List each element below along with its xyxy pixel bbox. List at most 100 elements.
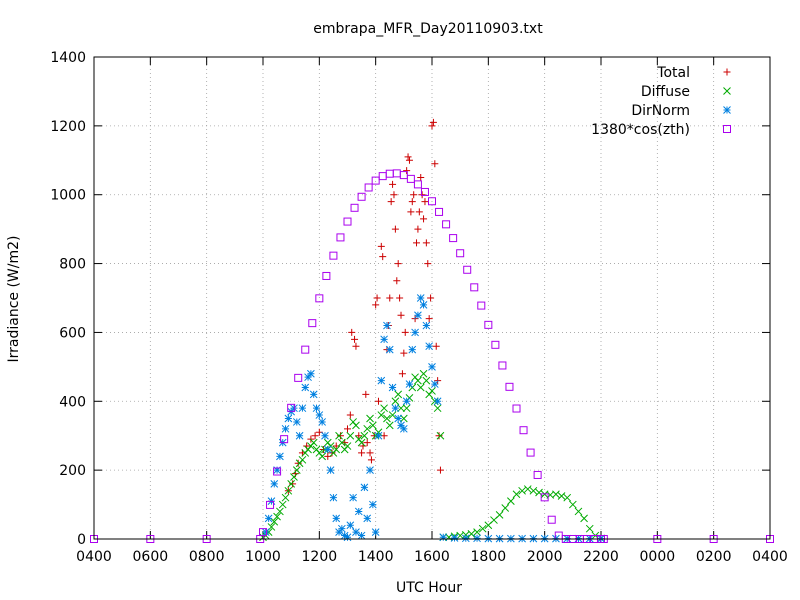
plot-series — [90, 118, 774, 543]
data-point — [374, 431, 383, 440]
data-point — [398, 370, 406, 378]
series-plus — [284, 118, 444, 495]
data-point — [284, 486, 293, 495]
data-point — [366, 466, 374, 474]
y-axis-label: Irradiance (W/m2) — [6, 236, 22, 363]
data-point — [396, 294, 404, 302]
data-point — [344, 425, 351, 433]
data-point — [301, 383, 310, 392]
chart-title: embrapa_MFR_Day20110903.txt — [313, 21, 543, 37]
legend-label: 1380*cos(zth) — [591, 122, 690, 138]
data-point — [383, 414, 391, 423]
data-point — [436, 466, 444, 474]
data-point — [357, 531, 366, 540]
data-point — [723, 125, 731, 133]
data-point — [326, 466, 335, 474]
data-point — [420, 215, 428, 223]
data-point — [391, 397, 400, 406]
data-point — [308, 319, 317, 328]
data-point — [270, 480, 279, 488]
x-tick-label: 0200 — [696, 549, 732, 565]
data-point — [491, 340, 500, 349]
data-point — [298, 455, 307, 464]
data-point — [292, 466, 301, 474]
data-point — [473, 528, 481, 536]
x-tick-label: 1200 — [302, 549, 338, 565]
data-point — [505, 382, 514, 391]
legend-label: DirNorm — [631, 103, 690, 119]
data-point — [374, 397, 382, 405]
data-point — [318, 418, 327, 426]
data-point — [273, 466, 281, 474]
data-point — [397, 311, 405, 319]
data-point — [414, 376, 422, 385]
data-point — [338, 524, 346, 533]
data-point — [461, 534, 470, 543]
data-point — [518, 486, 526, 495]
data-point — [358, 449, 366, 457]
data-point — [329, 251, 338, 260]
data-point — [366, 414, 374, 423]
data-point — [507, 497, 515, 505]
data-point — [585, 524, 594, 533]
data-point — [425, 342, 434, 351]
data-point — [357, 192, 366, 201]
data-point — [413, 180, 422, 189]
data-point — [348, 328, 356, 336]
data-point — [422, 321, 431, 330]
x-tick-label: 1600 — [414, 549, 450, 565]
data-point — [397, 404, 405, 413]
data-point — [433, 404, 442, 413]
data-point — [281, 424, 290, 433]
y-tick-label: 400 — [59, 394, 86, 410]
data-point — [309, 438, 318, 447]
data-point — [512, 404, 521, 413]
data-point — [574, 507, 583, 516]
data-point — [295, 431, 304, 440]
data-point — [367, 456, 375, 464]
data-point — [422, 239, 430, 247]
data-point — [484, 320, 493, 329]
data-point — [289, 480, 297, 488]
y-tick-label: 600 — [59, 325, 86, 341]
data-point — [363, 439, 371, 447]
data-point — [442, 220, 451, 229]
data-point — [343, 442, 352, 450]
data-point — [394, 260, 402, 268]
data-point — [388, 411, 397, 419]
data-point — [405, 156, 413, 164]
data-point — [360, 431, 369, 440]
plot-frame — [93, 56, 771, 540]
data-point — [386, 294, 394, 302]
data-point — [435, 432, 443, 440]
data-point — [723, 68, 731, 76]
data-point — [357, 438, 366, 447]
data-point — [336, 432, 344, 440]
data-point — [416, 383, 425, 392]
data-point — [723, 106, 731, 114]
data-point — [433, 397, 442, 406]
y-tick-label: 1200 — [50, 119, 86, 135]
data-point — [547, 515, 556, 524]
data-point — [417, 174, 425, 181]
data-point — [436, 431, 445, 440]
y-tick-label: 200 — [59, 463, 86, 479]
x-tick-label: 1000 — [245, 549, 281, 565]
legend: Total Diffuse DirNorm 1380*cos(zth) — [591, 65, 731, 138]
data-point — [450, 534, 459, 542]
data-point — [495, 511, 504, 519]
legend-label: Total — [656, 65, 690, 81]
x-tick-label: 0000 — [640, 549, 676, 565]
data-point — [360, 483, 369, 492]
data-point — [540, 493, 549, 502]
data-point — [420, 187, 429, 196]
data-point — [315, 411, 324, 419]
data-point — [431, 160, 439, 168]
data-point — [290, 404, 298, 413]
data-point — [394, 414, 403, 423]
data-point — [388, 383, 397, 392]
data-point — [318, 452, 327, 461]
data-point — [399, 424, 408, 433]
data-point — [371, 528, 380, 536]
